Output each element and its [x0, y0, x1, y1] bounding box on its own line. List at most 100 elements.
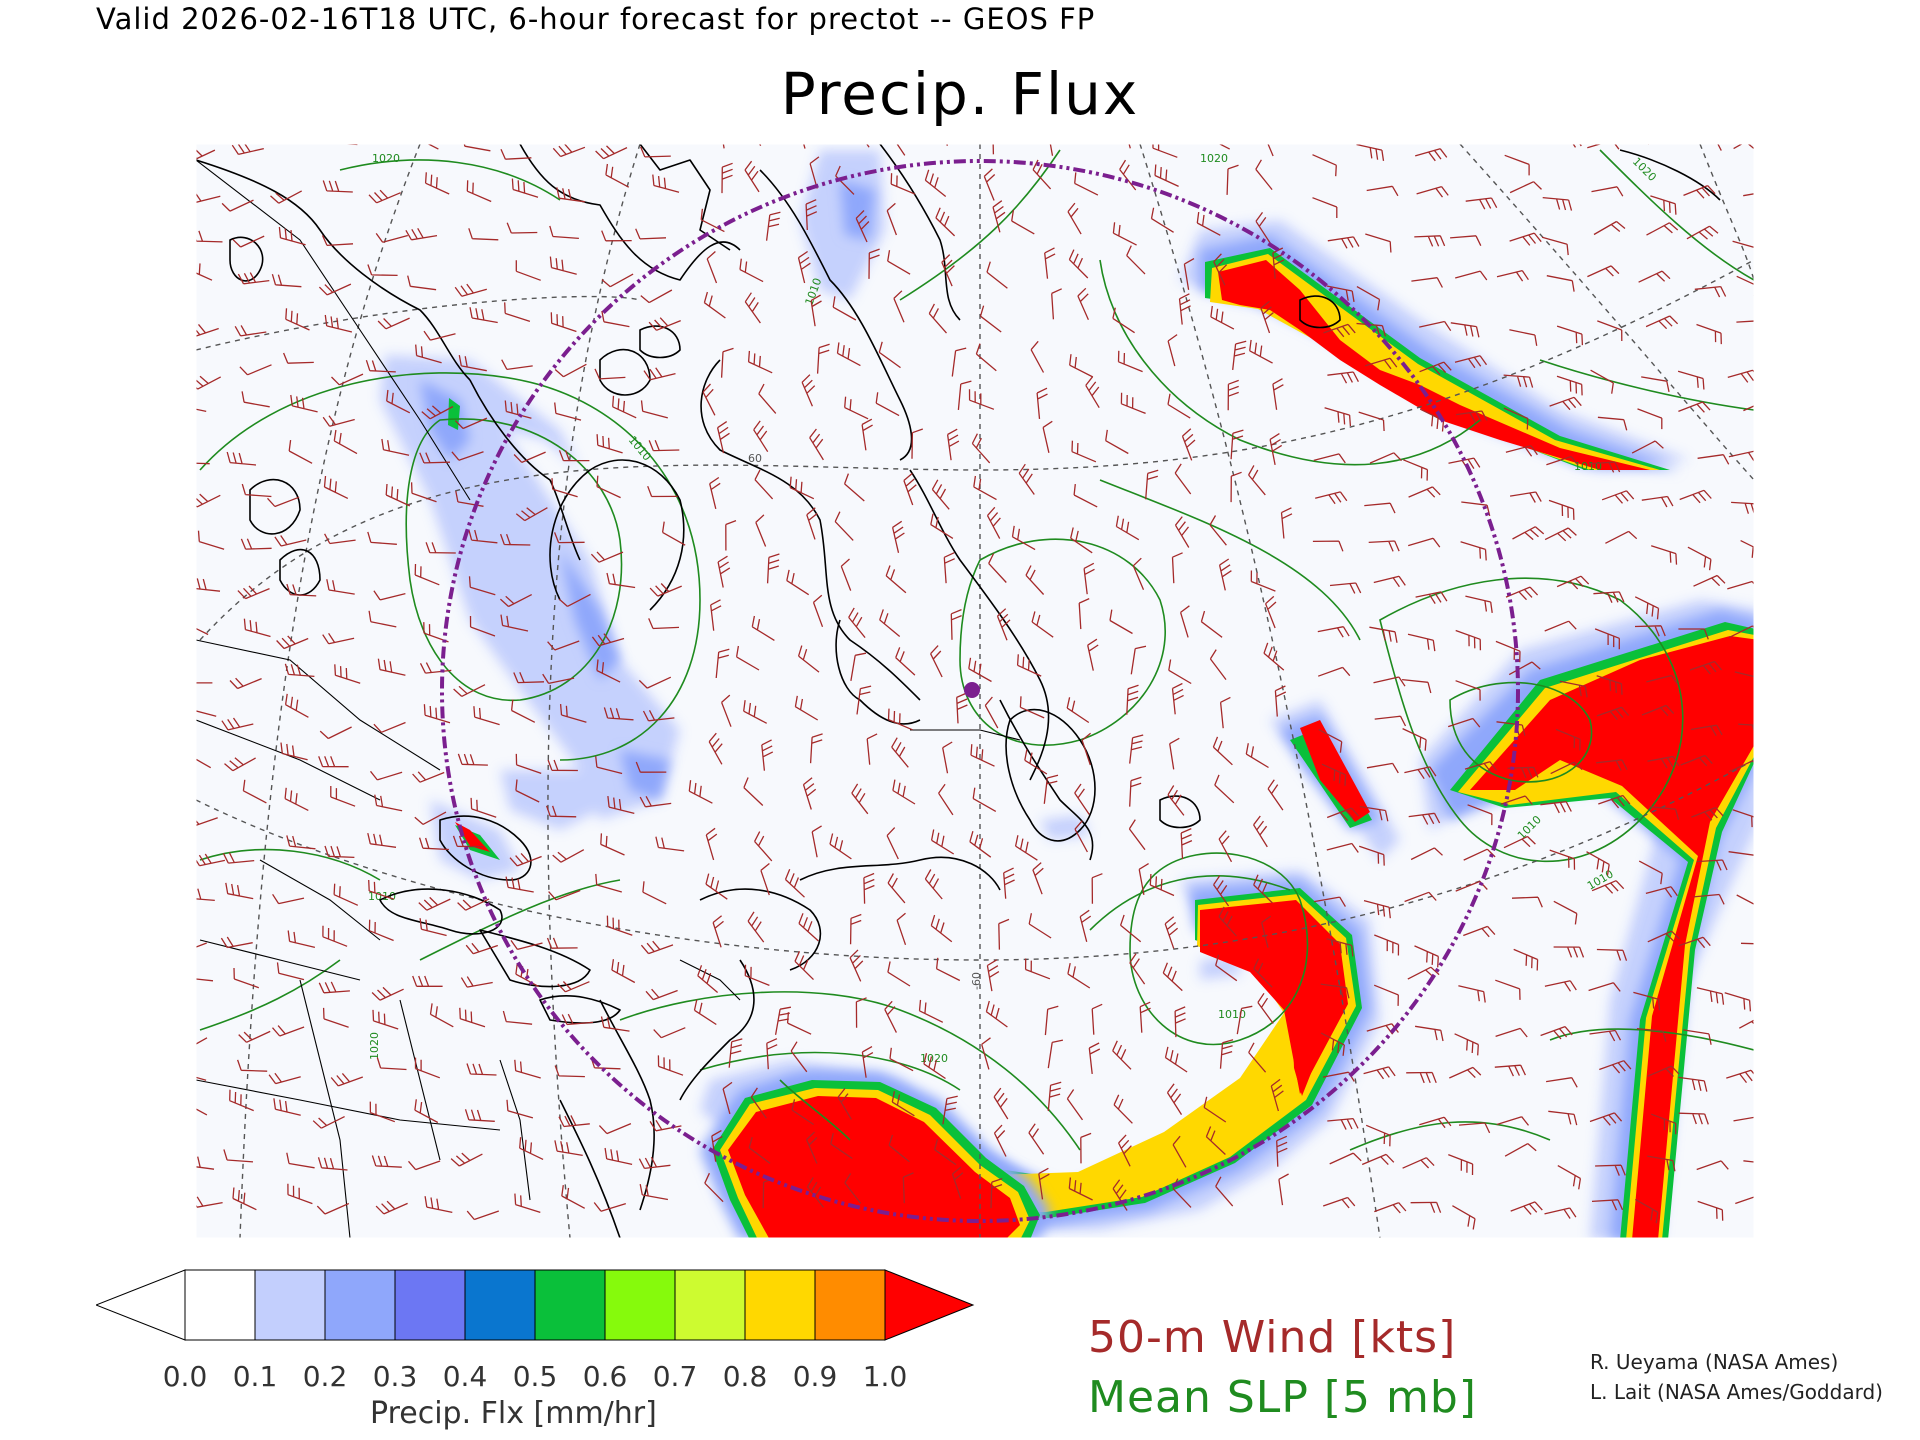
- wind-barb: [281, 133, 311, 143]
- wind-barb: [1329, 582, 1362, 594]
- wind-barb: [241, 391, 270, 408]
- wind-barb: [140, 843, 170, 853]
- wind-barb: [1267, 779, 1284, 811]
- wind-barb: [141, 1024, 172, 1033]
- wind-barb: [1736, 894, 1754, 905]
- wind-barb: [1171, 552, 1183, 584]
- wind-barb: [924, 869, 943, 900]
- wind-barb: [287, 1183, 313, 1205]
- wind-barb: [635, 228, 667, 240]
- wind-barb: [642, 881, 667, 905]
- wind-barb: [506, 222, 538, 234]
- wind-barb: [1736, 275, 1754, 296]
- wind-barb: [598, 1123, 632, 1135]
- wind-barb: [1074, 172, 1099, 196]
- wind-barb: [1647, 930, 1680, 943]
- wind-barb: [1596, 706, 1630, 721]
- wind-barb: [1255, 212, 1271, 244]
- wind-barb: [1077, 287, 1089, 321]
- wind-barb: [708, 732, 723, 765]
- wind-barb: [849, 913, 862, 945]
- wind-barb: [812, 594, 824, 628]
- wind-barb: [657, 1055, 684, 1076]
- wind-barb: [1312, 197, 1338, 218]
- wind-barb: [514, 1059, 541, 1079]
- wind-barb: [469, 615, 496, 637]
- wind-barb: [196, 682, 213, 684]
- wind-barb: [1458, 1122, 1491, 1134]
- wind-barb: [423, 704, 451, 724]
- wind-barb: [1465, 197, 1498, 210]
- wind-barb: [972, 787, 997, 812]
- wind-barb: [1645, 886, 1678, 898]
- wind-barb: [1083, 562, 1095, 595]
- wind-barb: [688, 780, 713, 804]
- wind-barb: [1542, 196, 1573, 211]
- wind-barb: [372, 1009, 399, 1030]
- wind-barb: [1267, 144, 1274, 157]
- wind-barb: [1559, 680, 1588, 698]
- wind-barb: [1272, 378, 1284, 410]
- wind-barb: [1361, 1153, 1395, 1166]
- wind-barb: [1074, 820, 1088, 853]
- wind-barb: [1596, 759, 1628, 771]
- wind-barb: [1269, 433, 1283, 466]
- wind-barb: [801, 374, 816, 407]
- wind-barb: [951, 1166, 964, 1199]
- wind-barb: [367, 832, 397, 848]
- wind-barb: [1694, 285, 1727, 298]
- wind-barb: [196, 149, 216, 160]
- wind-barb: [1546, 1077, 1578, 1088]
- wind-barb: [1593, 220, 1626, 236]
- wind-barb: [1646, 674, 1679, 685]
- wind-barb: [233, 967, 260, 989]
- wind-barb: [374, 794, 403, 812]
- precip-south-blob: [700, 1070, 1050, 1238]
- wind-barb: [1448, 457, 1481, 471]
- wind-barb: [744, 964, 770, 987]
- wind-barb: [887, 961, 911, 987]
- wind-barb: [466, 1210, 500, 1221]
- wind-barb: [1677, 370, 1705, 390]
- wind-barb: [1596, 948, 1628, 961]
- wind-barb: [1553, 900, 1578, 925]
- wind-barb: [1253, 815, 1268, 848]
- wind-barb: [1363, 1066, 1396, 1080]
- wind-barb: [1463, 925, 1496, 938]
- wind-barb: [134, 326, 165, 337]
- wind-barb: [735, 645, 760, 671]
- wind-barb: [1496, 1116, 1530, 1126]
- wind-barb: [1414, 945, 1439, 968]
- wind-barb: [323, 475, 349, 499]
- wind-barb: [1451, 132, 1482, 143]
- wind-barb: [1738, 723, 1754, 733]
- wind-barb: [1680, 754, 1713, 767]
- wind-barb: [765, 211, 781, 241]
- colorbar: [96, 1269, 975, 1341]
- wind-barb: [1049, 144, 1054, 156]
- wind-barbs: [134, 132, 1754, 1230]
- wind-barb: [728, 1038, 743, 1068]
- wind-barb: [454, 283, 487, 297]
- wind-barb: [515, 260, 541, 281]
- wind-legend: 50-m Wind [kts]: [1088, 1312, 1457, 1363]
- wind-barb: [375, 233, 408, 243]
- wind-barb: [601, 273, 634, 288]
- wind-barb: [643, 367, 676, 381]
- wind-barb: [1458, 985, 1486, 1003]
- wind-barb: [1544, 527, 1577, 542]
- wind-barb: [453, 684, 486, 697]
- wind-barb: [513, 672, 545, 684]
- wind-barb: [515, 753, 542, 775]
- wind-barb: [971, 433, 991, 464]
- coastlines: [196, 144, 1721, 1238]
- wind-barb: [1213, 253, 1228, 286]
- wind-barb: [549, 256, 577, 275]
- wind-barb: [1067, 962, 1091, 989]
- contour-label: 1020: [368, 1032, 381, 1060]
- wind-barb: [237, 272, 270, 285]
- wind-barb: [318, 756, 349, 768]
- wind-barb: [1174, 1006, 1186, 1038]
- wind-barb: [468, 529, 498, 544]
- wind-barb: [653, 1027, 686, 1039]
